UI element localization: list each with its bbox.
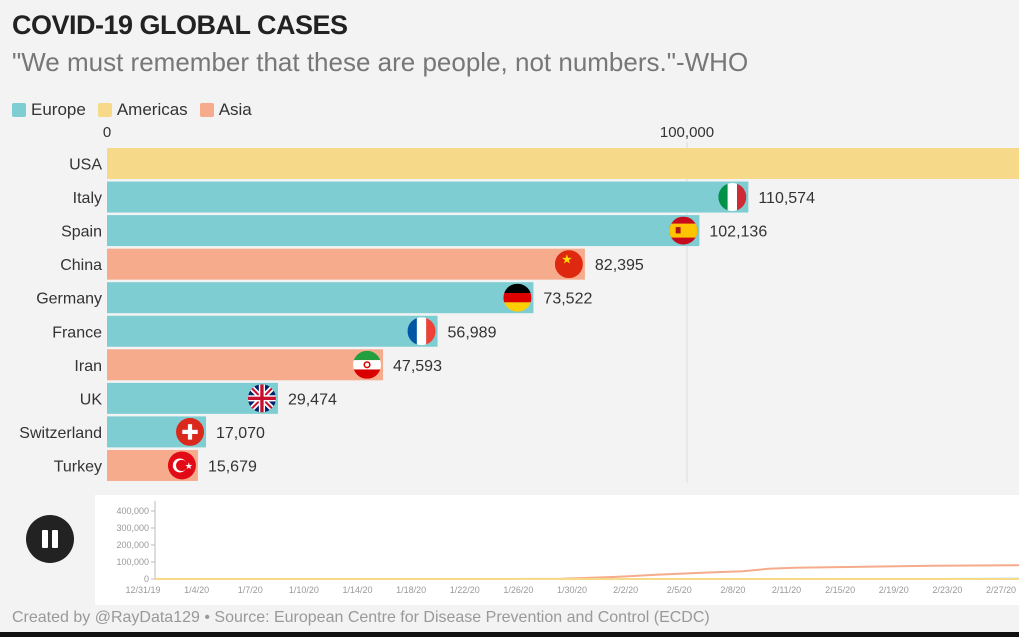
- pause-icon-bar: [52, 530, 58, 548]
- bar-value-label: 29,474: [288, 391, 337, 408]
- timeline-x-label: 1/22/20: [450, 585, 480, 595]
- bar-france: [107, 315, 438, 347]
- bar-value-label: 17,070: [216, 425, 265, 442]
- uk-flag-icon: [247, 384, 276, 413]
- legend-swatch-americas: [97, 103, 112, 117]
- timeline-y-label: 200,000: [116, 540, 149, 550]
- bar-value-label: 47,593: [393, 358, 442, 375]
- source-credit: Created by @RayData129 • Source: Europea…: [12, 609, 710, 626]
- timeline-x-label: 2/27/20: [986, 585, 1016, 595]
- bar-china: [107, 248, 585, 280]
- bar-category-label: Switzerland: [19, 425, 102, 442]
- timeline-y-label: 300,000: [116, 523, 149, 533]
- bar-row-switzerland: Switzerland 17,070: [19, 416, 265, 448]
- timeline-x-label: 2/19/20: [879, 585, 909, 595]
- timeline-x-label: 2/8/20: [720, 585, 745, 595]
- pause-button[interactable]: [26, 515, 74, 563]
- bar-category-label: USA: [69, 157, 102, 174]
- chart-title: COVID-19 GLOBAL CASES: [12, 10, 348, 40]
- bar-row-france: France 56,989: [52, 315, 497, 347]
- bar-spain: [107, 215, 700, 247]
- italy-flag-icon: [718, 183, 747, 212]
- legend-swatch-asia: [199, 103, 214, 117]
- timeline-x-label: 1/14/20: [342, 585, 372, 595]
- legend: Europe Americas Asia: [12, 100, 252, 120]
- timeline-x-label: 2/5/20: [667, 585, 692, 595]
- bottom-edge: [0, 632, 1019, 637]
- timeline-chart[interactable]: 400,000 300,000 200,000 100,000 012/31/19 1/4…: [95, 495, 1019, 605]
- legend-label-europe: Europe: [31, 100, 86, 119]
- svg-text:★: ★: [561, 251, 572, 266]
- timeline-x-label: 1/7/20: [238, 585, 263, 595]
- bar-usa: [107, 148, 1019, 179]
- bar-row-italy: Italy 110,574: [73, 181, 815, 213]
- timeline-x-label: 1/18/20: [396, 585, 426, 595]
- timeline-x-label: 2/2/20: [613, 585, 638, 595]
- timeline-x-label: 2/23/20: [932, 585, 962, 595]
- bar-value-label: 73,522: [543, 291, 592, 308]
- bar-germany: [107, 282, 534, 314]
- timeline-x-label: 1/10/20: [289, 585, 319, 595]
- bar-value-label: 110,574: [758, 190, 815, 207]
- bar-value-label: 56,989: [448, 324, 497, 341]
- legend-label-asia: Asia: [218, 100, 252, 119]
- turkey-flag-icon: ★: [167, 451, 196, 480]
- timeline-x-label: 2/11/20: [772, 585, 801, 595]
- iran-flag-icon: [353, 350, 382, 379]
- bar-value-label: 102,136: [709, 224, 767, 241]
- timeline-y-label: 0: [144, 574, 149, 584]
- bar-iran: [107, 349, 384, 381]
- bar-category-label: China: [60, 257, 102, 274]
- bar-category-label: Iran: [74, 358, 102, 375]
- bar-category-label: France: [52, 324, 102, 341]
- timeline-x-label: 2/15/20: [825, 585, 855, 595]
- timeline-x-label: 1/26/20: [503, 585, 533, 595]
- timeline-y-label: 400,000: [116, 506, 149, 516]
- bar-value-label: 82,395: [595, 257, 644, 274]
- bar-value-label: 15,679: [208, 458, 257, 475]
- bar-row-spain: Spain 102,136: [61, 215, 767, 247]
- germany-flag-icon: [503, 283, 532, 312]
- bar-category-label: Spain: [61, 224, 102, 241]
- france-flag-icon: [407, 317, 436, 346]
- timeline-y-label: 100,000: [116, 557, 149, 567]
- legend-item-asia: Asia: [199, 100, 252, 120]
- bar-category-label: UK: [80, 391, 103, 408]
- bar-category-label: Turkey: [54, 458, 102, 475]
- legend-item-europe: Europe: [12, 100, 86, 120]
- china-flag-icon: ★: [554, 250, 583, 279]
- pause-icon: [42, 530, 48, 548]
- bar-category-label: Germany: [36, 291, 102, 308]
- timeline-x-label: 1/30/20: [557, 585, 587, 595]
- bar-category-label: Italy: [73, 190, 102, 207]
- chart-subtitle: "We must remember that these are people,…: [12, 47, 749, 77]
- bar-row-iran: Iran 47,593: [74, 349, 442, 381]
- svg-text:★: ★: [185, 462, 193, 472]
- legend-swatch-europe: [12, 103, 26, 117]
- bar-row-usa: USA: [69, 148, 1019, 179]
- switzerland-flag-icon: [176, 417, 205, 446]
- legend-label-americas: Americas: [116, 100, 188, 119]
- bar-italy: [107, 181, 749, 213]
- timeline-x-label: 1/4/20: [184, 585, 209, 595]
- axis-tick-label: 100,000: [660, 124, 714, 141]
- bar-row-turkey: Turkey ★ 15,679: [54, 449, 257, 481]
- timeline-background: [95, 495, 1019, 605]
- bar-row-uk: UK 29,474: [80, 382, 337, 414]
- legend-item-americas: Americas: [97, 100, 188, 120]
- axis-tick-label: 0: [103, 124, 111, 141]
- bar-chart: 0 100,000 USA Italy 110,574 Spain 102,136 China…: [19, 124, 1019, 483]
- bar-row-china: China ★ 82,395: [60, 248, 644, 280]
- bar-row-germany: Germany 73,522: [36, 282, 592, 314]
- spain-flag-icon: [669, 216, 698, 245]
- timeline-x-label: 12/31/19: [125, 585, 160, 595]
